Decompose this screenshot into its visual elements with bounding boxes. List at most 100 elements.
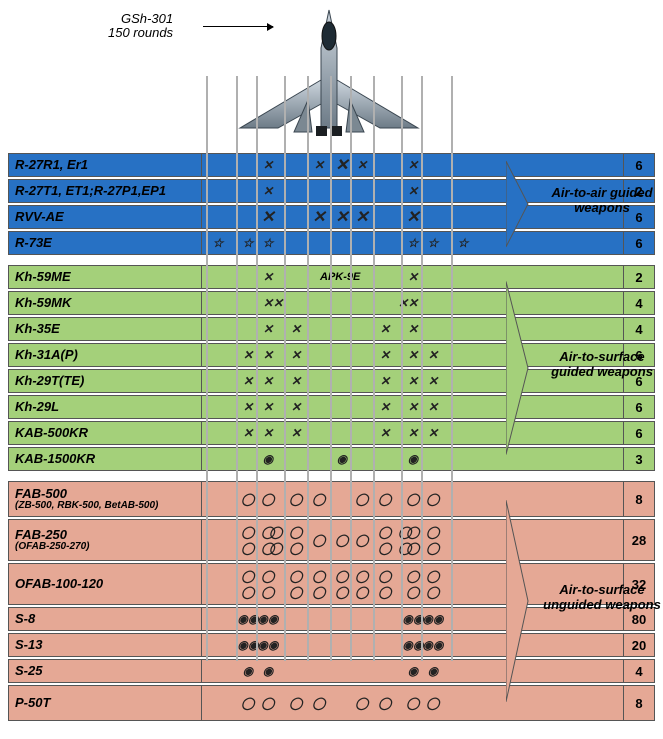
marker: ◯ [241, 696, 254, 710]
marker: ✕ [380, 348, 390, 362]
marker: ◯ [241, 541, 254, 555]
marker: ◉ [263, 664, 273, 678]
row-label: S-8 [9, 608, 202, 630]
marker: ◯ [378, 585, 391, 599]
marker: ◯ [241, 525, 254, 539]
marker: ✕ [380, 426, 390, 440]
marker: ✕ [380, 374, 390, 388]
marker: ◯ [378, 525, 391, 539]
marker: ◯ [289, 696, 302, 710]
marker: ✕ [291, 426, 301, 440]
marker: ◯ [269, 541, 282, 555]
marker: ◯ [289, 569, 302, 583]
marker: ◯ [426, 585, 439, 599]
gun-label: GSh-301 150 rounds [108, 12, 173, 41]
hardpoints: ✕✕✕✕✕✕ [202, 422, 623, 444]
marker: ◉ [428, 664, 438, 678]
marker: ◯ [426, 569, 439, 583]
marker: ◉◉ [423, 638, 444, 652]
marker: ◉◉ [238, 612, 259, 626]
weapon-count: 28 [623, 520, 654, 560]
marker: ☆ [458, 236, 469, 250]
marker: ✕ [312, 207, 325, 227]
weapon-count: 3 [623, 448, 654, 470]
marker: ◯ [289, 525, 302, 539]
marker: ◯ [406, 569, 419, 583]
row-label: R-27R1, Er1 [9, 154, 202, 176]
marker: ✕ [263, 184, 273, 198]
row-kh59mk: Kh-59MK✕✕✕✕4 [8, 291, 655, 315]
row-label: OFAB-100-120 [9, 564, 202, 604]
marker: ◯ [289, 541, 302, 555]
marker: ☆ [263, 236, 274, 250]
marker: ◯ [261, 569, 274, 583]
marker: ◯ [335, 569, 348, 583]
aircraft-icon [238, 8, 420, 138]
marker: ◉◉ [403, 612, 424, 626]
marker: ◯ [426, 492, 439, 506]
marker: ✕ [314, 158, 324, 172]
marker: ✕ [291, 322, 301, 336]
apk-label: APK-9E [320, 271, 360, 283]
weapon-count: 8 [623, 482, 654, 516]
hardpoints: ◉◉◉◉◉◉◉◉ [202, 634, 623, 656]
hardpoints: ✕✕✕✕✕✕ [202, 396, 623, 418]
row-label: FAB-250(OFAB-250-270) [9, 520, 202, 560]
marker: ◉◉ [238, 638, 259, 652]
marker: ✕ [408, 426, 418, 440]
marker: ✕ [243, 374, 253, 388]
row-label: KAB-1500KR [9, 448, 202, 470]
hardpoints: ◯◯◯◯◯◯◯◯◯◯◯◯◯◯◯◯◯◯◯ [202, 520, 623, 560]
rows-container: R-27R1, Er1✕✕✕✕✕✕6R-27T1, ET1;R-27P1,EP1… [8, 153, 655, 731]
marker: ◯ [355, 696, 368, 710]
aircraft-header: GSh-301 150 rounds [8, 8, 655, 153]
group-label-aa: Air-to-air guided weapons [537, 186, 663, 216]
weapon-count: 20 [623, 634, 654, 656]
marker: ✕ [428, 400, 438, 414]
row-label: S-13 [9, 634, 202, 656]
hardpoints: ✕✕✕✕ [202, 292, 623, 314]
weapon-count: 2 [623, 266, 654, 288]
marker: ◯ [335, 585, 348, 599]
marker: ◯ [378, 569, 391, 583]
row-fab250: FAB-250(OFAB-250-270)◯◯◯◯◯◯◯◯◯◯◯◯◯◯◯◯◯◯◯… [8, 519, 655, 561]
row-kh35e: Kh-35E✕✕✕✕4 [8, 317, 655, 341]
row-label: Kh-59ME [9, 266, 202, 288]
row-fab500: FAB-500(ZB-500, RBK-500, BetAB-500)◯◯◯◯◯… [8, 481, 655, 517]
marker: ◉ [243, 664, 253, 678]
marker: ✕ [408, 348, 418, 362]
marker: ✕ [408, 322, 418, 336]
marker: ✕ [261, 207, 274, 227]
marker: ✕ [408, 158, 418, 172]
hardpoints: ✕✕✕✕✕✕ [202, 154, 623, 176]
marker: ◯ [426, 525, 439, 539]
marker: ◉◉ [403, 638, 424, 652]
marker: ☆ [408, 236, 419, 250]
row-label: Kh-29L [9, 396, 202, 418]
marker: ✕ [263, 296, 273, 310]
weapon-count: 6 [623, 396, 654, 418]
hardpoints: ◯◯◯◯◯◯◯◯ [202, 686, 623, 720]
marker: ✕ [263, 158, 273, 172]
row-label: P-50T [9, 686, 202, 720]
marker: ☆ [243, 236, 254, 250]
row-label: Kh-31A(P) [9, 344, 202, 366]
row-label: R-73E [9, 232, 202, 254]
marker: ✕ [428, 426, 438, 440]
row-label: Kh-59MK [9, 292, 202, 314]
marker: ◯ [426, 541, 439, 555]
hardpoints: ◉◉◉ [202, 448, 623, 470]
row-label: RVV-AE [9, 206, 202, 228]
marker: ✕ [335, 155, 348, 175]
marker: ◯ [378, 541, 391, 555]
marker: ◯ [269, 525, 282, 539]
marker: ✕ [380, 400, 390, 414]
row-r27r1: R-27R1, Er1✕✕✕✕✕✕6 [8, 153, 655, 177]
marker: ◯ [289, 492, 302, 506]
marker: ✕ [273, 296, 283, 310]
marker: ✕ [428, 348, 438, 362]
marker: ✕ [335, 207, 348, 227]
marker: ◯ [241, 585, 254, 599]
hardpoints: ◯◯◯◯◯◯◯◯ [202, 482, 623, 516]
hardpoints: ✕✕✕✕ [202, 318, 623, 340]
